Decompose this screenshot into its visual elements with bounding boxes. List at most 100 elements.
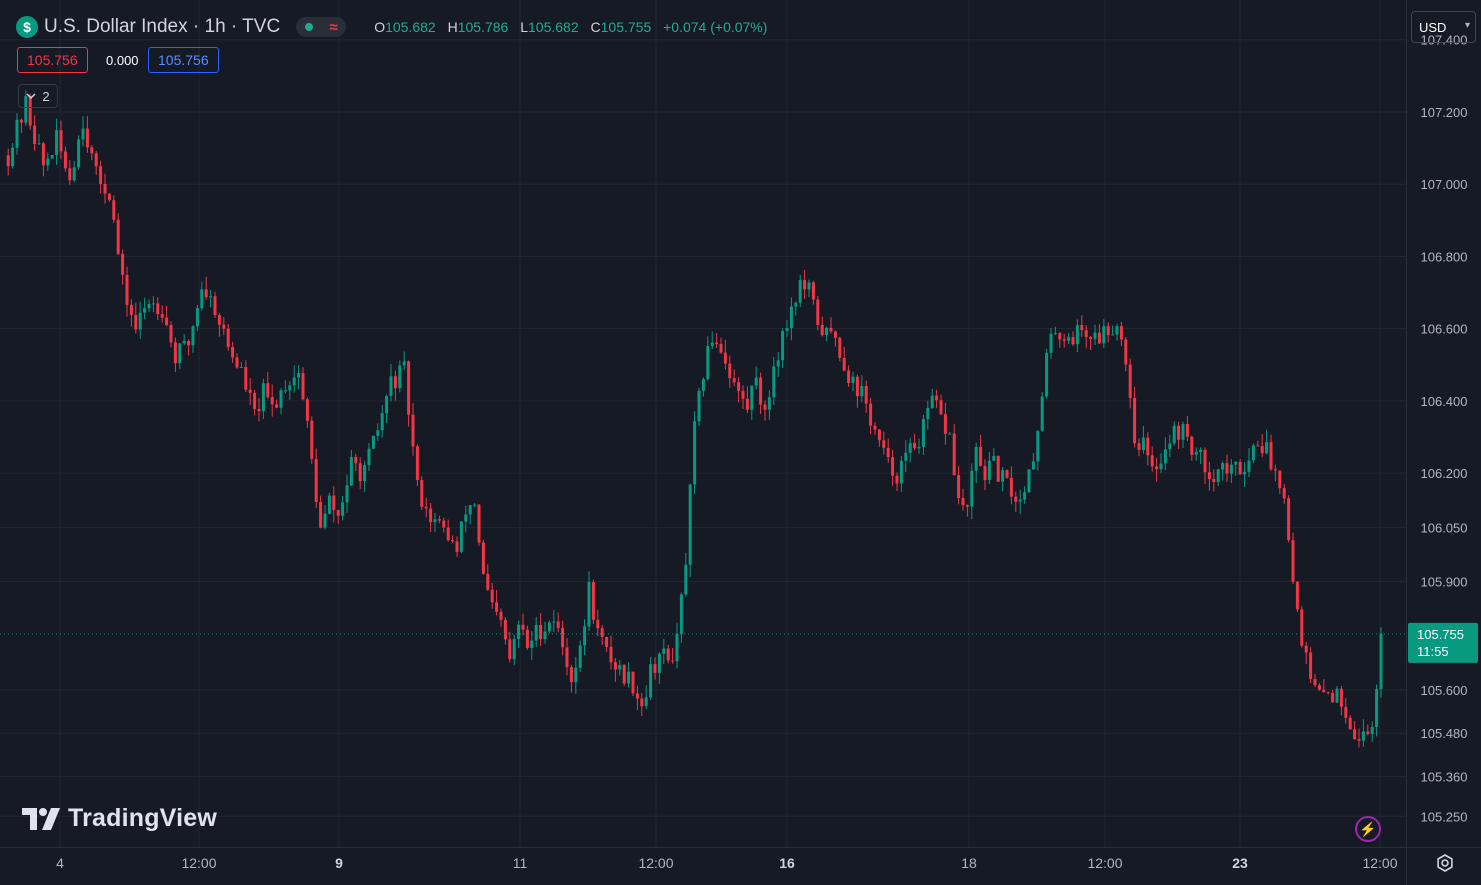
candle-body xyxy=(961,498,965,506)
candle-body xyxy=(231,346,235,358)
candle-body xyxy=(1282,488,1286,499)
candle-body xyxy=(618,664,622,670)
candle-body xyxy=(235,357,239,368)
candle-body xyxy=(1023,492,1027,500)
candle-body xyxy=(85,128,89,148)
candle-body xyxy=(939,400,943,415)
x-tick-label: 12:00 xyxy=(1087,855,1122,871)
x-tick-label: 12:00 xyxy=(1362,855,1397,871)
candle-body xyxy=(1128,364,1132,398)
lightning-icon[interactable]: ⚡ xyxy=(1355,816,1381,842)
candle-body xyxy=(785,328,789,331)
last-price-label xyxy=(1408,622,1478,663)
candle-body xyxy=(1089,337,1093,339)
candle-body xyxy=(1119,326,1123,340)
candle-body xyxy=(226,328,230,347)
indicators-collapse-button[interactable]: 2 xyxy=(18,84,58,108)
candle-body xyxy=(697,390,701,422)
candle-body xyxy=(1370,727,1374,734)
spread-value: 0.000 xyxy=(106,52,139,68)
candle-body xyxy=(451,540,455,542)
candle-body xyxy=(1141,437,1145,450)
candle-body xyxy=(1137,443,1141,450)
candle-body xyxy=(160,314,164,318)
market-status-indicator[interactable]: ≈ xyxy=(296,17,347,37)
candle-body xyxy=(1353,729,1357,740)
candle-body xyxy=(675,633,679,662)
candle-body xyxy=(583,626,587,646)
candle-body xyxy=(165,317,169,326)
candle-body xyxy=(191,326,195,346)
candle-body xyxy=(1177,425,1181,440)
candle-body xyxy=(376,430,380,436)
close-value: 105.755 xyxy=(600,19,652,35)
indicators-count: 2 xyxy=(42,88,50,104)
candle-body xyxy=(327,495,331,514)
candle-body xyxy=(314,458,318,503)
candle-body xyxy=(926,407,930,420)
candle-body xyxy=(1005,470,1009,478)
candle-body xyxy=(424,506,428,509)
candle-body xyxy=(772,366,776,398)
candle-body xyxy=(1273,469,1277,471)
candle-body xyxy=(349,456,353,486)
candle-body xyxy=(437,519,441,521)
candle-body xyxy=(517,624,521,640)
candle-body xyxy=(1045,352,1049,397)
candle-body xyxy=(429,508,433,523)
candle-body xyxy=(1322,689,1326,693)
candle-body xyxy=(631,671,635,694)
candle-body xyxy=(464,514,468,522)
chart-legend: $ U.S. Dollar Index · 1h · TVC ≈ O105.68… xyxy=(16,14,767,40)
candle-body xyxy=(767,397,771,410)
candle-body xyxy=(354,456,358,464)
candle-body xyxy=(1221,463,1225,470)
y-tick-label: 105.900 xyxy=(1421,575,1468,590)
candle-body xyxy=(1080,324,1084,331)
candle-body xyxy=(1168,443,1172,450)
candle-body xyxy=(134,314,138,330)
candle-body xyxy=(948,433,952,435)
candle-body xyxy=(28,96,32,126)
candle-body xyxy=(248,389,252,393)
tradingview-logo[interactable]: TradingView xyxy=(22,804,217,833)
candle-body xyxy=(398,365,402,389)
candle-body xyxy=(970,470,974,507)
candle-body xyxy=(679,594,683,634)
sell-price-button[interactable]: 105.756 xyxy=(17,47,88,73)
y-tick-label: 107.200 xyxy=(1421,105,1468,120)
candle-body xyxy=(908,443,912,453)
candle-body xyxy=(156,303,160,315)
candle-body xyxy=(1269,442,1273,470)
candle-body xyxy=(6,155,10,167)
candle-body xyxy=(578,645,582,668)
candle-body xyxy=(882,440,886,448)
buy-price-button[interactable]: 105.756 xyxy=(148,47,219,73)
candle-body xyxy=(776,360,780,367)
candle-body xyxy=(763,404,767,410)
candle-body xyxy=(1133,397,1137,444)
candle-body xyxy=(842,357,846,371)
candle-body xyxy=(1009,477,1013,497)
candle-body xyxy=(1185,424,1189,437)
candle-body xyxy=(886,447,890,458)
candle-body xyxy=(525,629,529,648)
candle-body xyxy=(899,460,903,484)
currency-selector[interactable]: USD ▾ xyxy=(1411,11,1476,43)
candle-body xyxy=(209,296,213,298)
dollar-icon[interactable]: $ xyxy=(16,16,38,38)
candle-body xyxy=(187,340,191,346)
candle-body xyxy=(1265,442,1269,454)
candle-body xyxy=(1071,337,1075,345)
candle-body xyxy=(547,622,551,632)
candle-body xyxy=(1203,449,1207,473)
gear-icon[interactable] xyxy=(1434,852,1456,874)
candle-body xyxy=(292,377,296,386)
candle-body xyxy=(741,390,745,399)
candle-body xyxy=(1361,731,1365,741)
symbol-title[interactable]: U.S. Dollar Index · 1h · TVC xyxy=(44,16,281,37)
candle-body xyxy=(895,475,899,484)
candle-body xyxy=(539,624,543,640)
y-tick-label: 105.360 xyxy=(1421,770,1468,785)
